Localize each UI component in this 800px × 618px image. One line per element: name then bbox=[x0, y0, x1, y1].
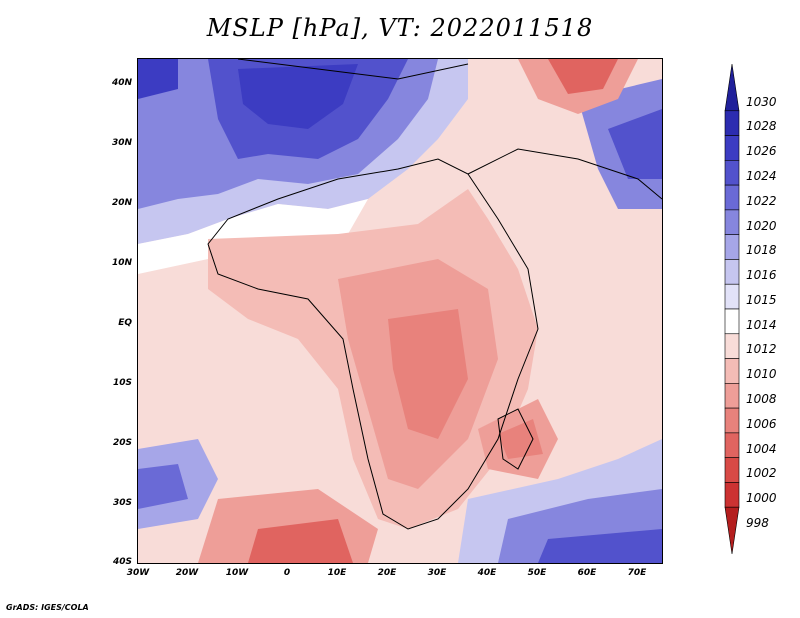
colorbar-box-15 bbox=[724, 457, 740, 483]
colorbar-box-17 bbox=[724, 506, 740, 555]
colorbar-label: 1002 bbox=[746, 466, 777, 481]
colorbar-label: 1010 bbox=[746, 367, 777, 382]
colorbar-box-14 bbox=[724, 432, 740, 458]
lon-label-30e: 30E bbox=[427, 568, 447, 578]
colorbar-box-11 bbox=[724, 358, 740, 384]
lon-label-40e: 40E bbox=[477, 568, 497, 578]
pressure-field bbox=[138, 59, 662, 563]
colorbar-box-0 bbox=[724, 63, 740, 112]
lat-label-30s: 30S bbox=[112, 498, 132, 508]
colorbar-label: 1000 bbox=[746, 491, 777, 506]
lat-label-40n: 40N bbox=[111, 78, 132, 88]
lon-label-0: 0 bbox=[283, 568, 291, 578]
colorbar-label: 1006 bbox=[746, 416, 777, 431]
colorbar-box-5 bbox=[724, 209, 740, 235]
lat-label-40s: 40S bbox=[112, 557, 132, 567]
colorbar-label: 1015 bbox=[746, 292, 777, 307]
colorbar-box-7 bbox=[724, 259, 740, 285]
lon-label-30w: 30W bbox=[126, 568, 150, 578]
lat-label-20s: 20S bbox=[112, 438, 132, 448]
lon-label-70e: 70E bbox=[627, 568, 647, 578]
colorbar-label: 1014 bbox=[746, 317, 777, 332]
lat-label-20n: 20N bbox=[111, 198, 132, 208]
lon-label-20w: 20W bbox=[175, 568, 199, 578]
colorbar-label: 1022 bbox=[746, 193, 777, 208]
lat-label-eq: EQ bbox=[118, 318, 132, 328]
colorbar-box-1 bbox=[724, 110, 740, 136]
lat-label-10s: 10S bbox=[112, 378, 132, 388]
footer-credit: GrADS: IGES/COLA bbox=[6, 603, 89, 612]
lon-label-10w: 10W bbox=[225, 568, 249, 578]
colorbar-label: 1012 bbox=[746, 342, 777, 357]
colorbar-box-6 bbox=[724, 234, 740, 260]
colorbar bbox=[724, 63, 740, 555]
colorbar-label: 998 bbox=[746, 515, 769, 530]
map-title: MSLP [hPa], VT: 2022011518 bbox=[206, 14, 594, 42]
colorbar-label: 1030 bbox=[746, 94, 777, 109]
lon-label-10e: 10E bbox=[327, 568, 347, 578]
lon-label-60e: 60E bbox=[577, 568, 597, 578]
lon-label-50e: 50E bbox=[527, 568, 547, 578]
lon-label-20e: 20E bbox=[377, 568, 397, 578]
colorbar-label: 1004 bbox=[746, 441, 777, 456]
colorbar-box-3 bbox=[724, 160, 740, 186]
lat-label-10n: 10N bbox=[111, 258, 132, 268]
colorbar-box-12 bbox=[724, 383, 740, 409]
colorbar-label: 1024 bbox=[746, 169, 777, 183]
colorbar-label: 1018 bbox=[746, 243, 777, 258]
colorbar-box-16 bbox=[724, 482, 740, 508]
colorbar-label: 1016 bbox=[746, 268, 777, 283]
colorbar-label: 1028 bbox=[746, 119, 777, 134]
colorbar-label: 1008 bbox=[746, 392, 777, 406]
colorbar-box-4 bbox=[724, 184, 740, 211]
colorbar-label: 1020 bbox=[746, 218, 777, 233]
colorbar-box-13 bbox=[724, 407, 740, 434]
colorbar-box-2 bbox=[724, 135, 740, 161]
colorbar-box-8 bbox=[724, 283, 740, 310]
colorbar-box-10 bbox=[724, 333, 740, 359]
lat-label-30n: 30N bbox=[111, 138, 132, 148]
colorbar-label: 1026 bbox=[746, 144, 777, 159]
colorbar-box-9 bbox=[724, 308, 740, 335]
map-plot bbox=[137, 58, 663, 564]
